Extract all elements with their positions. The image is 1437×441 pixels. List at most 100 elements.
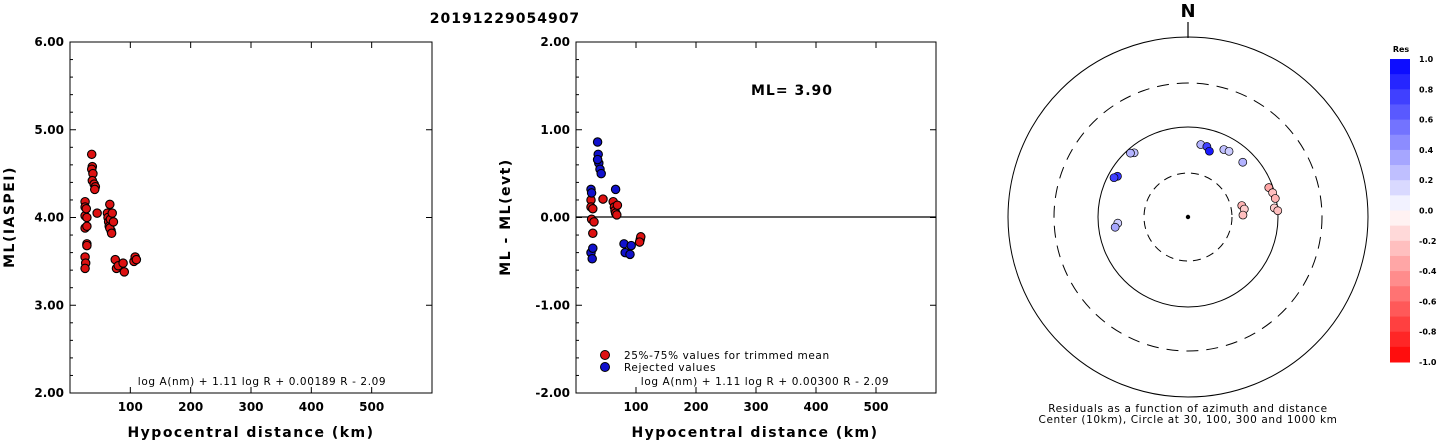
data-point [131,254,142,265]
y-tick-label: 2.00 [540,35,570,49]
x-axis-label: Hypocentral distance (km) [631,425,878,441]
data-points [586,137,646,264]
caption-line-2: Center (10km), Circle at 30, 100, 300 an… [1039,414,1338,426]
ring-300km [1053,82,1323,352]
colorbar-cell [1390,180,1410,196]
colorbar-label: 0.2 [1419,176,1433,185]
data-point [610,184,621,195]
station-point [1205,146,1214,156]
y-axis-label: ML(IASPEI) [2,166,18,268]
colorbar-label: 0.8 [1419,85,1434,94]
x-tick-label: 500 [863,400,888,414]
colorbar-cell [1390,240,1410,257]
station-point [1126,148,1135,158]
y-axis-label: ML - ML(evt) [498,158,514,275]
epicenter-dot [1185,214,1191,220]
colorbar-label: 0.4 [1419,146,1434,155]
colorbar-cell [1390,346,1410,363]
colorbar-cell [1390,195,1410,211]
colorbar-cell [1390,119,1410,136]
station-point [1238,210,1248,220]
colorbar-label: 1.0 [1419,55,1434,64]
legend-label-rejected: Rejected values [624,362,716,374]
legend-marker-trimmed [600,350,610,360]
station-point [1224,146,1234,156]
y-tick-label: 0.00 [540,211,570,225]
colorbar-label: -0.2 [1419,237,1437,246]
station-point [1273,206,1283,216]
station-point [1270,194,1280,203]
x-tick-label: 200 [178,400,203,414]
data-point [589,217,599,227]
colorbar-label: -0.8 [1419,328,1437,337]
colorbar-cells [1390,59,1410,363]
data-point [118,258,128,268]
colorbar: Res 1.0 0.8 0.6 0.4 0.2 0.0 -0.2 -0.4 -0.6 -0.8 -1… [1390,45,1437,367]
colorbar-cell [1390,74,1410,90]
colorbar-cell [1390,301,1410,318]
plot-frame [69,41,433,394]
data-point [89,184,100,195]
colorbar-cell [1390,225,1410,242]
y-tick-label: 4.00 [34,211,64,225]
panel-residual-vs-distance: 100 200 300 400 500 -2.00 -1.00 0.00 1.00 2.00 ML… [498,35,937,441]
y-tick-label: 3.00 [34,298,64,312]
data-point [625,249,635,260]
station-points [1109,140,1283,232]
data-point [612,210,622,220]
data-point [82,240,92,251]
x-axis-label: Hypocentral distance (km) [127,425,374,441]
station-point [1238,157,1248,167]
colorbar-cell [1390,134,1410,151]
colorbar-label: 0.0 [1419,207,1434,216]
axis-ticks: 100 200 300 400 500 2.00 3.00 4.00 5.00 6.00 [34,35,432,414]
colorbar-cell [1390,255,1410,272]
station-point [1109,173,1119,183]
colorbar-labels: 1.0 0.8 0.6 0.4 0.2 0.0 -0.2 -0.4 -0.6 -0.8 -1.0 [1419,55,1437,367]
ring-100km [1097,126,1279,308]
data-point [81,203,92,214]
x-tick-label: 300 [238,400,263,414]
x-tick-label: 400 [299,400,324,414]
y-tick-label: 5.00 [34,123,64,137]
data-point [596,168,606,179]
x-tick-label: 500 [359,400,384,414]
caption-line-1: Residuals as a function of azimuth and d… [1048,403,1328,415]
colorbar-cell [1390,59,1410,75]
data-point [586,188,597,198]
data-point [588,203,598,214]
data-point [588,228,598,239]
data-points [80,149,142,277]
data-point [592,154,603,165]
colorbar-cell [1390,89,1410,105]
colorbar-title: Res [1393,45,1410,54]
colorbar-label: -0.4 [1419,267,1437,276]
legend-label-trimmed: 25%-75% values for trimmed mean [624,350,830,362]
axis-ticks: 100 200 300 400 500 -2.00 -1.00 0.00 1.00 2.00 [535,35,936,414]
data-point [626,240,636,251]
x-tick-label: 300 [743,400,768,414]
data-point [612,200,623,210]
panel-azimuth-residuals: N Residuals as a function of azimuth and… [1007,1,1369,426]
data-point [587,253,597,264]
colorbar-cell [1390,165,1410,181]
data-point [105,199,115,210]
figure-title: 20191229054907 [430,11,580,27]
data-point [588,243,598,253]
colorbar-label: -1.0 [1419,358,1437,367]
colorbar-cell [1390,331,1410,348]
data-point [108,217,119,227]
formula: log A(nm) + 1.11 log R + 0.00300 R - 2.0… [641,376,889,388]
colorbar-cell [1390,104,1410,121]
ring-30km [1143,172,1233,262]
colorbar-label: -0.6 [1419,297,1437,306]
legend-marker-rejected [600,362,610,372]
x-tick-label: 100 [623,400,648,414]
north-label: N [1180,1,1195,22]
ml-annotation: ML= 3.90 [751,83,833,99]
station-point [1110,222,1120,232]
x-tick-label: 400 [803,400,828,414]
colorbar-label: 0.6 [1419,116,1434,125]
data-point [86,149,97,160]
